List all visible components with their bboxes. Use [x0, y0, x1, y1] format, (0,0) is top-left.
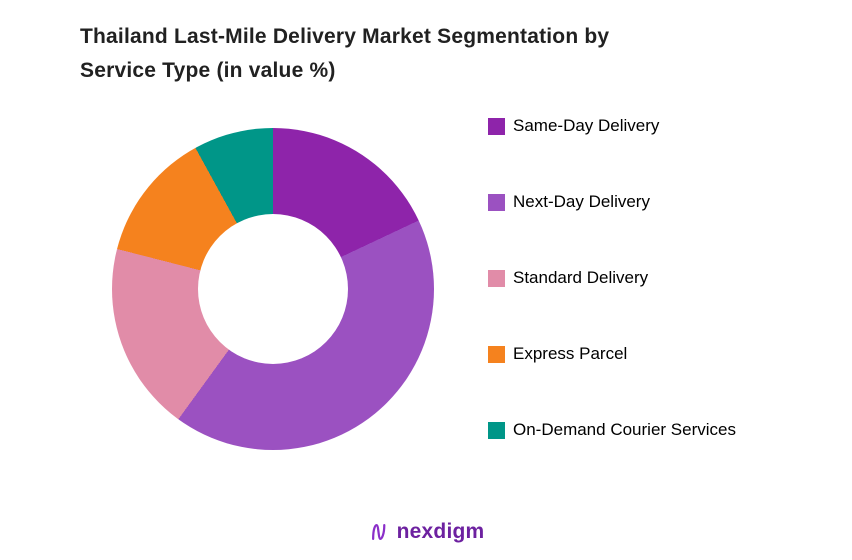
- legend-label: Express Parcel: [513, 344, 628, 363]
- legend-swatch-icon: [488, 269, 505, 287]
- chart-title-line-1: Thailand Last-Mile Delivery Market Segme…: [80, 25, 610, 48]
- legend-label: Next-Day Delivery: [513, 192, 650, 211]
- legend-label: Same-Day Delivery: [513, 116, 660, 135]
- legend-label: On-Demand Courier Services: [513, 420, 736, 439]
- legend-item: Same-Day Delivery: [488, 116, 736, 136]
- donut-hole: [198, 214, 348, 364]
- donut-chart: [112, 128, 434, 450]
- chart-title: Thailand Last-Mile Delivery Market Segme…: [80, 20, 740, 87]
- legend-item: On-Demand Courier Services: [488, 420, 736, 440]
- legend: Same-Day Delivery Next-Day Delivery Stan…: [488, 116, 736, 440]
- legend-swatch-icon: [488, 345, 505, 363]
- legend-item: Express Parcel: [488, 344, 736, 364]
- chart-title-line-2: Service Type (in value %): [80, 58, 336, 82]
- brand-name: nexdigm: [396, 520, 485, 543]
- legend-swatch-icon: [488, 117, 505, 135]
- legend-item: Next-Day Delivery: [488, 192, 736, 212]
- legend-label: Standard Delivery: [513, 268, 649, 287]
- nexdigm-logo-icon: [371, 524, 386, 540]
- brand-logo: nexdigm: [0, 520, 852, 544]
- legend-swatch-icon: [488, 193, 505, 211]
- legend-item: Standard Delivery: [488, 268, 736, 288]
- legend-swatch-icon: [488, 421, 505, 439]
